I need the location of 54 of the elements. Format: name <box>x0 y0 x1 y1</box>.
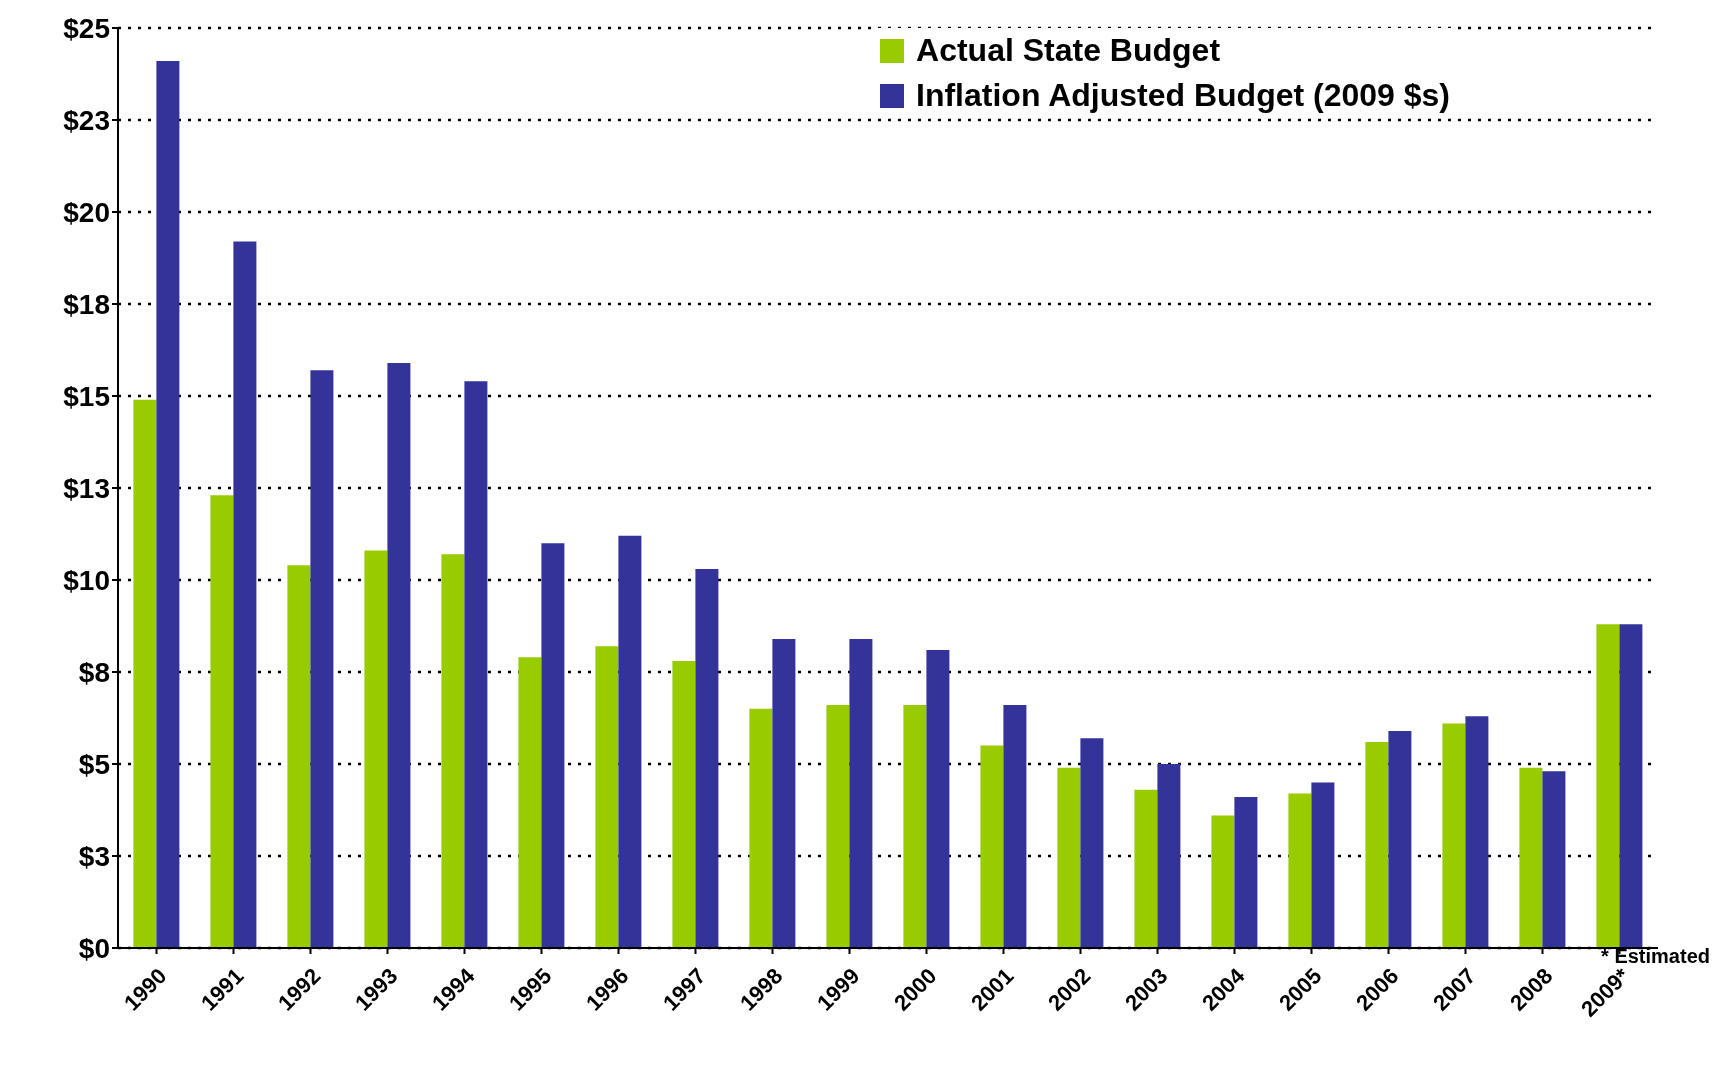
bar <box>1157 764 1181 948</box>
y-tick-label: $20 <box>63 196 110 228</box>
y-tick-label: $25 <box>63 12 110 44</box>
y-tick-label: $0 <box>78 932 110 964</box>
bar <box>926 649 950 948</box>
bar <box>1057 767 1081 948</box>
bar <box>1442 723 1466 948</box>
y-tick-label: $8 <box>78 656 110 688</box>
bar <box>364 550 388 948</box>
bar <box>980 745 1004 948</box>
bar <box>749 708 773 948</box>
bar <box>1465 716 1489 948</box>
bar <box>156 61 180 948</box>
bar <box>1365 741 1389 948</box>
bar <box>464 381 488 948</box>
y-tick-label: $18 <box>63 288 110 320</box>
bar <box>518 657 542 948</box>
bar <box>1234 797 1258 948</box>
bar <box>133 399 157 948</box>
bar <box>1211 815 1235 948</box>
bar <box>1311 782 1335 948</box>
y-tick-label: $10 <box>63 564 110 596</box>
bar <box>672 660 696 948</box>
bar <box>287 565 311 948</box>
bar <box>1080 738 1104 948</box>
bar <box>210 495 234 948</box>
legend-label: Actual State Budget <box>916 32 1221 69</box>
bar <box>595 646 619 948</box>
bar <box>1003 705 1027 948</box>
bar <box>695 568 719 948</box>
bar <box>441 554 465 948</box>
y-tick-label: $5 <box>78 748 110 780</box>
bar <box>233 241 257 948</box>
bar <box>1542 771 1566 948</box>
y-tick-label: $15 <box>63 380 110 412</box>
y-tick-label: $23 <box>63 104 110 136</box>
bar <box>1519 767 1543 948</box>
bar <box>1596 624 1620 948</box>
bar <box>826 705 850 948</box>
bar <box>1134 789 1158 948</box>
y-tick-label: $13 <box>63 472 110 504</box>
bar <box>387 362 411 948</box>
bar <box>849 638 873 948</box>
annotation: * Estimated <box>1601 945 1710 968</box>
bar <box>772 638 796 948</box>
bar <box>310 370 334 948</box>
bar <box>1388 730 1412 948</box>
bar <box>903 705 927 948</box>
legend-label: Inflation Adjusted Budget (2009 $s) <box>916 77 1450 114</box>
bar <box>1619 624 1643 948</box>
bar <box>618 535 642 948</box>
bar <box>1288 793 1312 948</box>
bar <box>541 543 565 948</box>
y-tick-label: $3 <box>78 840 110 872</box>
